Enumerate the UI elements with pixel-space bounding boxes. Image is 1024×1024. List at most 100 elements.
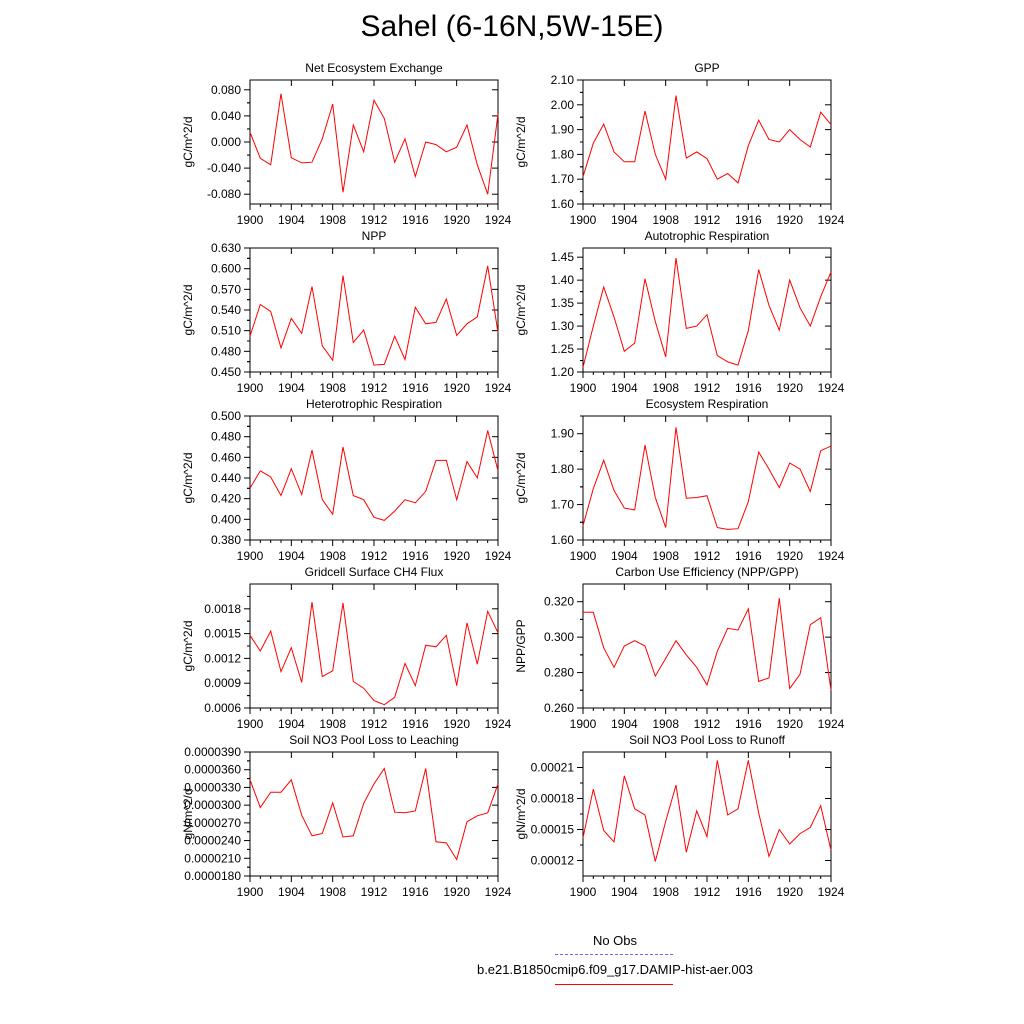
y-tick-label: 0.0000300 bbox=[184, 798, 241, 812]
x-tick-label: 1924 bbox=[485, 717, 512, 731]
series-line bbox=[249, 93, 499, 195]
y-tick-label: 1.25 bbox=[551, 342, 575, 356]
x-tick-label: 1916 bbox=[735, 717, 762, 731]
x-tick-label: 1924 bbox=[485, 213, 512, 227]
y-tick-label: 1.60 bbox=[551, 197, 575, 211]
x-tick-label: 1912 bbox=[694, 381, 721, 395]
y-tick-label: -0.080 bbox=[207, 187, 241, 201]
chart-title: GPP bbox=[694, 61, 719, 75]
x-tick-label: 1916 bbox=[402, 885, 429, 899]
y-tick-label: 0.00021 bbox=[531, 761, 575, 775]
y-tick-label: 0.380 bbox=[211, 533, 241, 547]
y-tick-label: 0.0000210 bbox=[184, 851, 241, 865]
x-tick-label: 1916 bbox=[735, 885, 762, 899]
y-tick-label: 1.35 bbox=[551, 296, 575, 310]
plot-frame bbox=[582, 751, 832, 877]
chart-panel-1: Net Ecosystem Exchange 0.080 0.040 0.000 -0.… bbox=[181, 61, 512, 227]
x-tick-label: 1908 bbox=[652, 885, 679, 899]
plot-frame bbox=[249, 79, 499, 205]
x-tick-label: 1924 bbox=[485, 549, 512, 563]
y-tick-label: -0.040 bbox=[207, 161, 241, 175]
y-tick-label: 0.480 bbox=[211, 430, 241, 444]
y-tick-label: 0.0000330 bbox=[184, 780, 241, 794]
y-tick-label: 0.600 bbox=[211, 262, 241, 276]
x-tick-label: 1924 bbox=[485, 381, 512, 395]
x-tick-label: 1912 bbox=[361, 885, 388, 899]
x-tick-label: 1900 bbox=[570, 213, 597, 227]
x-tick-label: 1904 bbox=[611, 717, 638, 731]
x-tick-label: 1908 bbox=[319, 885, 346, 899]
y-tick-label: 1.90 bbox=[551, 427, 575, 441]
chart-title: Gridcell Surface CH4 Flux bbox=[305, 565, 444, 579]
plot-frame bbox=[249, 247, 499, 373]
x-tick-label: 1912 bbox=[361, 717, 388, 731]
y-tick-label: 0.00018 bbox=[531, 792, 575, 806]
y-tick-label: 1.90 bbox=[551, 123, 575, 137]
plot-frame bbox=[582, 583, 832, 709]
chart-title: NPP bbox=[362, 229, 387, 243]
y-tick-label: 0.0012 bbox=[204, 651, 241, 665]
x-tick-label: 1904 bbox=[611, 213, 638, 227]
chart-title: Soil NO3 Pool Loss to Leaching bbox=[289, 733, 458, 747]
plot-frame bbox=[582, 415, 832, 541]
x-tick-label: 1924 bbox=[818, 381, 845, 395]
y-tick-label: 0.630 bbox=[211, 241, 241, 255]
chart-title: Ecosystem Respiration bbox=[646, 397, 769, 411]
y-tick-label: 1.45 bbox=[551, 250, 575, 264]
y-tick-label: 0.0015 bbox=[204, 627, 241, 641]
y-tick-label: 0.040 bbox=[211, 109, 241, 123]
x-tick-label: 1900 bbox=[237, 213, 264, 227]
chart-panel-9: Soil NO3 Pool Loss to Leaching 0.0000390 0… bbox=[181, 733, 512, 899]
y-tick-label: 2.00 bbox=[551, 98, 575, 112]
x-tick-label: 1904 bbox=[278, 213, 305, 227]
x-tick-label: 1924 bbox=[818, 213, 845, 227]
x-tick-label: 1916 bbox=[735, 549, 762, 563]
y-tick-label: 1.70 bbox=[551, 498, 575, 512]
x-tick-label: 1900 bbox=[237, 885, 264, 899]
y-axis-label: NPP/GPP bbox=[514, 619, 528, 672]
legend-label-obs: No Obs bbox=[592, 933, 638, 948]
series-line bbox=[249, 602, 499, 706]
x-tick-label: 1924 bbox=[485, 885, 512, 899]
y-axis-label: gC/m^2/d bbox=[181, 453, 195, 504]
y-axis-label: gC/m^2/d bbox=[514, 117, 528, 168]
chart-title: Autotrophic Respiration bbox=[645, 229, 770, 243]
x-tick-label: 1904 bbox=[278, 549, 305, 563]
y-tick-label: 0.480 bbox=[211, 344, 241, 358]
x-tick-label: 1916 bbox=[402, 717, 429, 731]
plot-frame bbox=[582, 79, 832, 205]
y-tick-label: 0.570 bbox=[211, 282, 241, 296]
x-tick-label: 1900 bbox=[570, 717, 597, 731]
plot-frame bbox=[582, 247, 832, 373]
y-tick-label: 0.0000240 bbox=[184, 834, 241, 848]
x-tick-label: 1912 bbox=[361, 549, 388, 563]
chart-panel-6: Ecosystem Respiration 1.90 1.80 1.70 1.60 190… bbox=[514, 397, 845, 563]
x-tick-label: 1920 bbox=[443, 717, 470, 731]
series-line bbox=[249, 767, 499, 861]
x-tick-label: 1912 bbox=[694, 549, 721, 563]
y-tick-label: 0.280 bbox=[544, 666, 574, 680]
x-tick-label: 1904 bbox=[611, 885, 638, 899]
y-tick-label: 0.00015 bbox=[531, 823, 575, 837]
x-tick-label: 1912 bbox=[361, 213, 388, 227]
x-tick-label: 1900 bbox=[570, 885, 597, 899]
y-tick-label: 0.450 bbox=[211, 365, 241, 379]
y-axis-label: gC/m^2/d bbox=[181, 621, 195, 672]
plot-frame bbox=[249, 751, 499, 877]
y-tick-label: 1.80 bbox=[551, 462, 575, 476]
y-tick-label: 0.0000270 bbox=[184, 816, 241, 830]
legend-label-model: b.e21.B1850cmip6.f09_g17.DAMIP-hist-aer.… bbox=[476, 962, 754, 977]
x-tick-label: 1908 bbox=[652, 381, 679, 395]
y-tick-label: 0.540 bbox=[211, 303, 241, 317]
plot-frame bbox=[249, 415, 499, 541]
x-tick-label: 1920 bbox=[776, 885, 803, 899]
y-tick-label: 1.40 bbox=[551, 273, 575, 287]
x-tick-label: 1900 bbox=[237, 549, 264, 563]
x-tick-label: 1908 bbox=[319, 717, 346, 731]
page-title: Sahel (6-16N,5W-15E) bbox=[360, 10, 664, 43]
x-tick-label: 1916 bbox=[735, 213, 762, 227]
y-tick-label: 2.10 bbox=[551, 73, 575, 87]
chart-title: Net Ecosystem Exchange bbox=[305, 61, 443, 75]
x-tick-label: 1916 bbox=[402, 213, 429, 227]
